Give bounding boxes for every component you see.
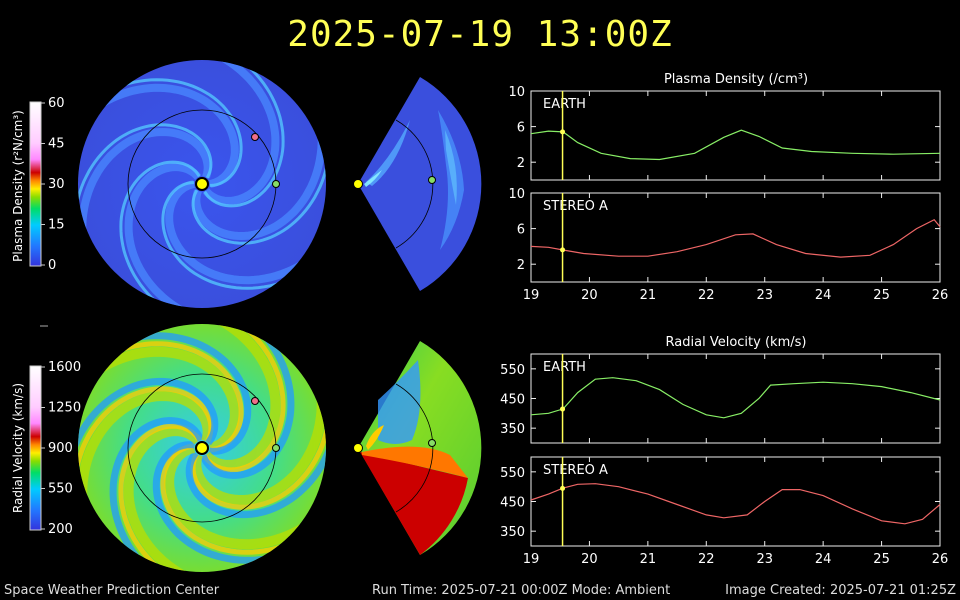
velocity-colorbar-tick-label: 900 [48, 441, 73, 456]
x-tick-label: 25 [873, 552, 890, 567]
x-tick-label: 20 [581, 288, 598, 303]
y-tick-label: 6 [517, 223, 525, 238]
series-line-earth [530, 129, 941, 161]
earth-marker [272, 180, 280, 188]
earth-marker [272, 444, 280, 452]
velocity-colorbar: 1600 1250 900 550 200 Radial Velocity (km/s) [11, 360, 81, 537]
footer-image-created: Image Created: 2025-07-21 01:25Z [725, 583, 956, 598]
x-tick-label: 26 [932, 552, 949, 567]
sun-marker [353, 443, 363, 453]
density-ecliptic-map [78, 60, 326, 308]
subplot-stereo-a: 350 450 550 19 20 21 22 23 24 25 26 STEREO A [500, 456, 949, 567]
x-tick-label: 25 [873, 288, 890, 303]
sun-marker [353, 179, 363, 189]
series-line-stereo-a [530, 483, 941, 525]
velocity-colorbar-tick-label: 1600 [48, 360, 81, 375]
density-colorbar-tick-label: 30 [48, 177, 65, 192]
y-tick-label: 550 [500, 466, 525, 481]
earth-marker [428, 176, 436, 184]
stereo-a-marker [251, 133, 259, 141]
x-tick-label: 21 [640, 288, 657, 303]
velocity-colorbar-tick-label: 1250 [48, 401, 81, 416]
series-line-earth [530, 377, 941, 419]
y-tick-label: 2 [517, 156, 525, 171]
velocity-colorbar-label: Radial Velocity (km/s) [11, 383, 25, 513]
chart-title: Radial Velocity (km/s) [666, 335, 807, 350]
subplot-earth: 2 6 10 EARTH [508, 85, 941, 181]
y-tick-label: 350 [500, 422, 525, 437]
subplot-earth: 350 450 550 EARTH [500, 353, 941, 444]
density-colorbar-tick-label: 0 [48, 258, 56, 273]
series-line-stereo-a [530, 218, 941, 258]
x-tick-label: 22 [698, 552, 715, 567]
velocity-meridional-map [353, 341, 482, 555]
x-tick-label: 23 [756, 552, 773, 567]
y-tick-label: 2 [517, 258, 525, 273]
density-colorbar-tick-label: 60 [48, 96, 65, 111]
timestamp-title: 2025-07-19 13:00Z [287, 14, 673, 55]
x-tick-label: 21 [640, 552, 657, 567]
sun-marker [195, 441, 209, 455]
x-tick-label: 20 [581, 552, 598, 567]
y-tick-label: 10 [508, 187, 525, 202]
panel-label: STEREO A [543, 199, 608, 214]
sun-marker [195, 177, 209, 191]
y-tick-label: 550 [500, 363, 525, 378]
y-tick-label: 450 [500, 393, 525, 408]
panel-label: EARTH [543, 97, 586, 112]
stereo-a-marker [251, 397, 259, 405]
density-colorbar-label: Plasma Density (r²N/cm³) [11, 110, 25, 262]
x-tick-label: 19 [523, 288, 540, 303]
panel-label: STEREO A [543, 463, 608, 478]
y-tick-label: 350 [500, 525, 525, 540]
velocity-ecliptic-map [78, 324, 326, 572]
y-tick-label: 6 [517, 121, 525, 136]
density-colorbar-tick-label: 45 [48, 137, 65, 152]
x-tick-label: 23 [756, 288, 773, 303]
x-tick-label: 24 [815, 288, 832, 303]
density-colorbar-tick-label: 15 [48, 218, 65, 233]
x-tick-label: 24 [815, 552, 832, 567]
earth-marker [428, 439, 436, 447]
x-tick-label: 22 [698, 288, 715, 303]
footer-org: Space Weather Prediction Center [4, 583, 220, 598]
y-tick-label: 10 [508, 85, 525, 100]
velocity-colorbar-tick-label: 200 [48, 522, 73, 537]
chart-title: Plasma Density (/cm³) [664, 72, 808, 87]
density-meridional-map [353, 77, 482, 291]
density-colorbar: 60 45 30 15 0 Plasma Density (r²N/cm³) [11, 96, 65, 273]
panel-label: EARTH [543, 360, 586, 375]
x-tick-label: 19 [523, 552, 540, 567]
y-tick-label: 450 [500, 496, 525, 511]
velocity-colorbar-tick-label: 550 [48, 482, 73, 497]
x-tick-label: 26 [932, 288, 949, 303]
footer-run-time: Run Time: 2025-07-21 00:00Z Mode: Ambien… [372, 583, 671, 598]
